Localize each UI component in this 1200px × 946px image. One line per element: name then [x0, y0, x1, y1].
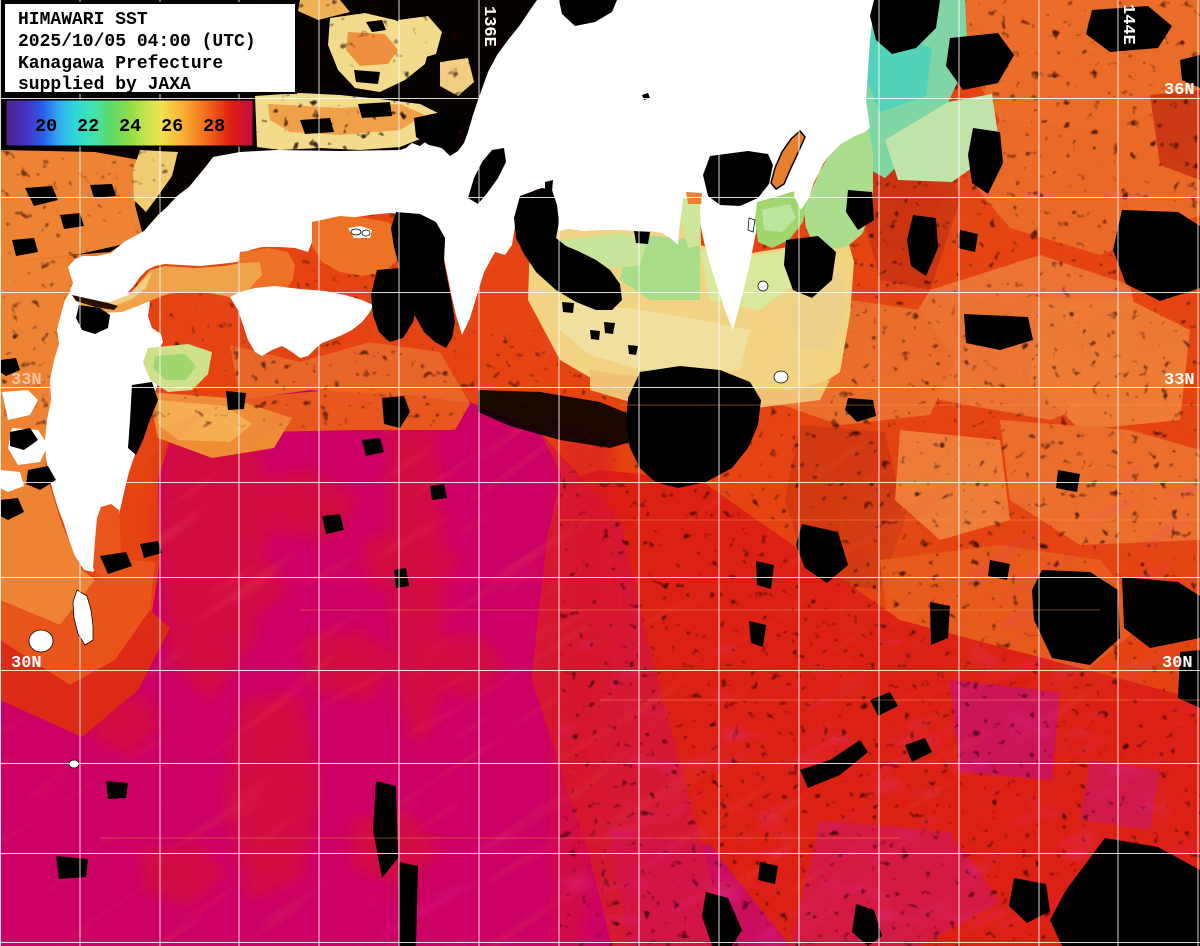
svg-text:20: 20 [35, 116, 57, 137]
svg-text:Kanagawa Prefecture: Kanagawa Prefecture [18, 54, 223, 74]
svg-text:22: 22 [77, 116, 99, 137]
svg-text:26: 26 [161, 116, 183, 137]
svg-text:28: 28 [203, 116, 225, 137]
svg-text:30N: 30N [1162, 654, 1193, 673]
svg-text:supplied by JAXA: supplied by JAXA [18, 75, 191, 95]
svg-text:24: 24 [119, 116, 141, 137]
svg-text:36N: 36N [1164, 81, 1195, 100]
svg-text:144E: 144E [1118, 4, 1137, 45]
svg-text:HIMAWARI SST: HIMAWARI SST [18, 10, 148, 30]
svg-text:2025/10/05 04:00 (UTC): 2025/10/05 04:00 (UTC) [18, 32, 256, 52]
svg-text:136E: 136E [479, 6, 498, 47]
svg-text:33N: 33N [11, 371, 42, 390]
svg-text:33N: 33N [1164, 371, 1195, 390]
svg-text:30N: 30N [11, 654, 42, 673]
